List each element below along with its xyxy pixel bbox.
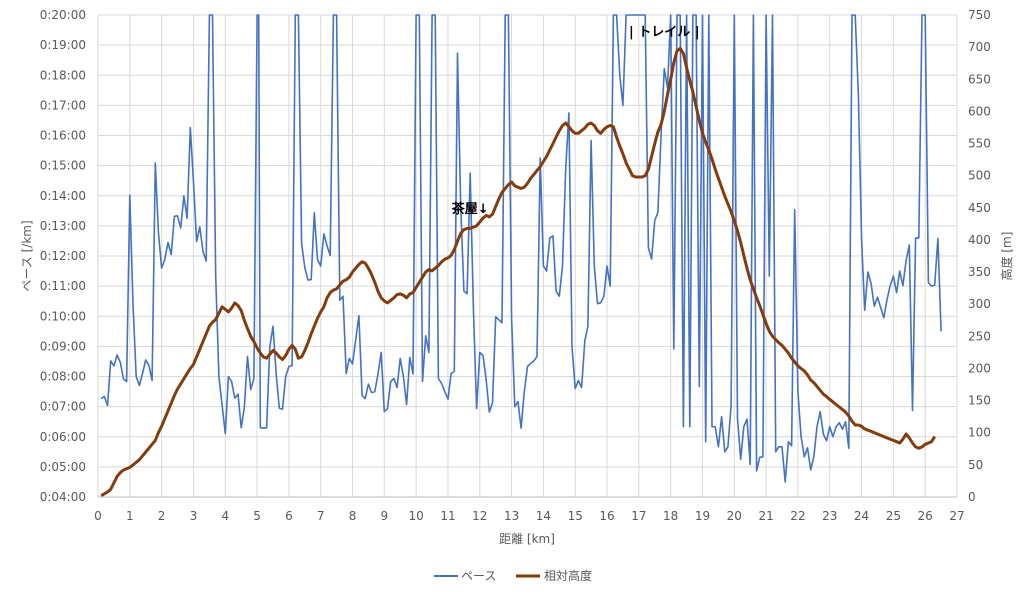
y-axis-left-title: ペース [/km]: [20, 220, 34, 291]
x-tick-label: 25: [886, 509, 901, 523]
x-tick-label: 8: [349, 509, 357, 523]
x-tick-label: 14: [536, 509, 551, 523]
y-left-tick-label: 0:12:00: [40, 249, 86, 263]
y-right-tick-label: 0: [968, 490, 976, 504]
y-right-tick-label: 750: [968, 8, 991, 22]
gridlines: [97, 14, 958, 498]
x-tick-label: 0: [94, 509, 102, 523]
y-left-tick-label: 0:15:00: [40, 159, 86, 173]
annotation-trail: | トレイル |: [629, 25, 700, 40]
x-tick-label: 27: [949, 509, 964, 523]
y-right-tick-label: 650: [968, 72, 991, 86]
y-right-tick-label: 350: [968, 265, 991, 279]
x-tick-label: 9: [381, 509, 389, 523]
x-tick-label: 7: [317, 509, 325, 523]
y-left-tick-label: 0:09:00: [40, 339, 86, 353]
x-tick-label: 11: [440, 509, 455, 523]
legend-label-pace: ペース: [461, 569, 496, 583]
x-tick-label: 12: [472, 509, 487, 523]
y-left-tick-label: 0:18:00: [40, 68, 86, 82]
y-right-tick-label: 50: [968, 458, 983, 472]
y-left-tick-label: 0:08:00: [40, 370, 86, 384]
annotations: 茶屋↓ | トレイル |: [452, 25, 700, 217]
x-tick-label: 2: [158, 509, 166, 523]
x-tick-label: 4: [221, 509, 229, 523]
x-tick-label: 26: [918, 509, 933, 523]
y-left-tick-label: 0:11:00: [40, 279, 86, 293]
y-left-tick-label: 0:04:00: [40, 490, 86, 504]
legend-label-elevation: 相対高度: [544, 568, 592, 583]
y-axis-right-ticks: 0 50 100 150 200 250 300 350 400 450 500 550 600 650 7…: [968, 8, 991, 504]
x-tick-label: 20: [727, 509, 742, 523]
x-tick-label: 22: [790, 509, 805, 523]
annotation-teahouse: 茶屋↓: [452, 201, 489, 217]
x-tick-label: 5: [253, 509, 261, 523]
y-right-tick-label: 400: [968, 233, 991, 247]
y-left-tick-label: 0:13:00: [40, 219, 86, 233]
y-right-tick-label: 450: [968, 201, 991, 215]
y-right-tick-label: 200: [968, 361, 991, 375]
y-right-tick-label: 500: [968, 169, 991, 183]
x-tick-label: 17: [631, 509, 646, 523]
y-left-tick-label: 0:10:00: [40, 309, 86, 323]
x-tick-label: 16: [599, 509, 614, 523]
y-right-tick-label: 250: [968, 329, 991, 343]
y-right-tick-label: 100: [968, 426, 991, 440]
legend: ペース 相対高度: [434, 568, 592, 583]
y-left-tick-label: 0:16:00: [40, 129, 86, 143]
x-tick-label: 23: [822, 509, 837, 523]
y-axis-right-title: 高度 [m]: [999, 232, 1014, 281]
y-left-tick-label: 0:20:00: [40, 8, 86, 22]
y-right-tick-label: 300: [968, 297, 991, 311]
y-right-tick-label: 700: [968, 40, 991, 54]
x-axis-ticks: 0 1 2 3 4 5 6 7 8 9 10 11 12 13 14 15 16 17 18 19 20 21 22 23 24…: [94, 509, 964, 523]
y-left-tick-label: 0:05:00: [40, 460, 86, 474]
pace-series-line: [100, 14, 942, 483]
x-axis-title: 距離 [km]: [499, 532, 555, 546]
y-right-tick-label: 600: [968, 104, 991, 118]
y-left-tick-label: 0:14:00: [40, 189, 86, 203]
x-tick-label: 6: [285, 509, 293, 523]
x-tick-label: 1: [126, 509, 134, 523]
series-layer: [100, 14, 942, 497]
y-left-tick-label: 0:06:00: [40, 430, 86, 444]
y-left-tick-label: 0:07:00: [40, 400, 86, 414]
x-tick-label: 24: [854, 509, 869, 523]
x-tick-label: 10: [409, 509, 424, 523]
y-right-tick-label: 150: [968, 394, 991, 408]
elevation-series-line: [100, 46, 936, 497]
x-tick-label: 18: [663, 509, 678, 523]
x-tick-label: 15: [568, 509, 583, 523]
y-right-tick-label: 550: [968, 137, 991, 151]
x-tick-label: 19: [695, 509, 710, 523]
y-left-tick-label: 0:19:00: [40, 38, 86, 52]
y-axis-left-ticks: 0:04:00 0:05:00 0:06:00 0:07:00 0:08:00 0:09:…: [40, 8, 86, 504]
y-left-tick-label: 0:17:00: [40, 98, 86, 112]
x-tick-label: 21: [758, 509, 773, 523]
x-tick-label: 13: [504, 509, 519, 523]
x-tick-label: 3: [190, 509, 198, 523]
